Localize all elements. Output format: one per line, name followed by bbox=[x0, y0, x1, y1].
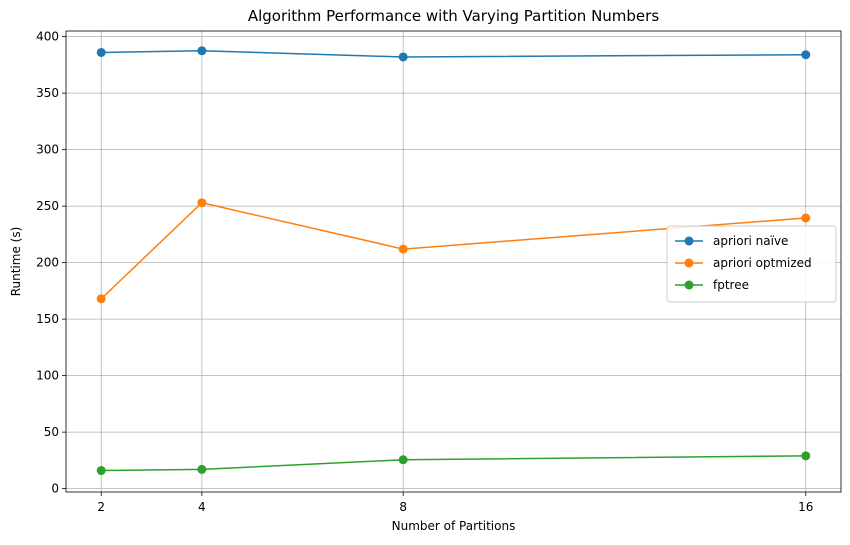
data-point bbox=[97, 48, 106, 57]
data-point bbox=[801, 213, 810, 222]
legend-label: apriori naïve bbox=[713, 234, 788, 248]
series-line bbox=[101, 456, 806, 471]
x-tick-label: 2 bbox=[97, 500, 105, 514]
y-axis-label: Runtime (s) bbox=[9, 227, 23, 297]
series-line bbox=[101, 51, 806, 57]
y-tick-label: 250 bbox=[36, 199, 59, 213]
data-point bbox=[801, 451, 810, 460]
legend-label: fptree bbox=[713, 278, 749, 292]
data-point bbox=[801, 50, 810, 59]
y-tick-label: 100 bbox=[36, 369, 59, 383]
y-tick-label: 400 bbox=[36, 30, 59, 44]
data-point bbox=[197, 465, 206, 474]
y-tick-label: 200 bbox=[36, 256, 59, 270]
y-tick-label: 350 bbox=[36, 86, 59, 100]
data-point bbox=[399, 52, 408, 61]
y-tick-label: 150 bbox=[36, 312, 59, 326]
data-point bbox=[197, 198, 206, 207]
x-axis-label: Number of Partitions bbox=[392, 519, 516, 533]
y-tick-label: 300 bbox=[36, 143, 59, 157]
legend: apriori naïve apriori optmized fptree bbox=[667, 226, 836, 302]
x-tick-label: 8 bbox=[399, 500, 407, 514]
x-tick-label: 4 bbox=[198, 500, 206, 514]
legend-marker bbox=[685, 259, 694, 268]
chart-title: Algorithm Performance with Varying Parti… bbox=[248, 7, 659, 25]
data-point bbox=[97, 294, 106, 303]
data-point bbox=[97, 466, 106, 475]
data-point bbox=[197, 46, 206, 55]
data-point bbox=[399, 245, 408, 254]
legend-label: apriori optmized bbox=[713, 256, 812, 270]
series-1 bbox=[97, 46, 811, 61]
series-3 bbox=[97, 451, 811, 475]
y-tick-label: 50 bbox=[44, 425, 59, 439]
x-tick-label: 16 bbox=[798, 500, 813, 514]
legend-marker bbox=[685, 281, 694, 290]
legend-marker bbox=[685, 237, 694, 246]
data-point bbox=[399, 455, 408, 464]
y-tick-label: 0 bbox=[51, 482, 59, 496]
